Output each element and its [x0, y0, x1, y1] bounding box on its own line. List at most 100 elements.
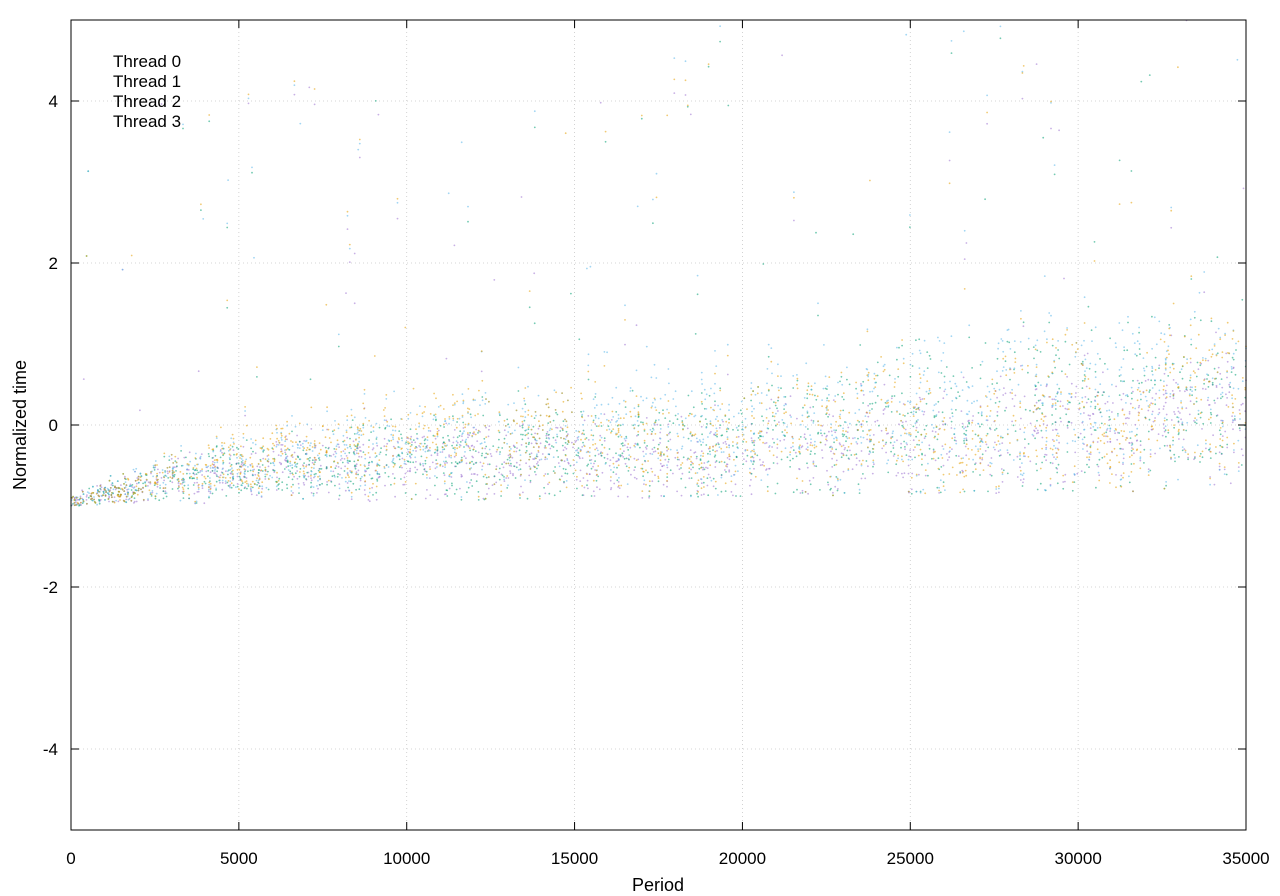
data-point — [465, 462, 468, 465]
data-point — [477, 499, 480, 501]
data-point — [392, 473, 394, 475]
data-point — [1181, 423, 1184, 426]
data-point — [1165, 435, 1167, 438]
data-point — [278, 483, 280, 485]
data-point — [737, 447, 739, 450]
data-point — [1002, 350, 1005, 353]
data-point — [346, 214, 349, 217]
data-point — [973, 400, 975, 403]
data-point — [997, 434, 999, 437]
data-point — [558, 465, 561, 468]
data-point — [819, 489, 821, 491]
data-point — [296, 434, 298, 437]
data-point — [658, 411, 661, 414]
data-point — [400, 437, 403, 439]
data-point — [968, 458, 970, 460]
data-point — [895, 463, 898, 466]
data-point — [334, 467, 337, 470]
data-point — [773, 441, 775, 444]
data-point — [314, 475, 316, 478]
data-point — [276, 431, 278, 434]
data-point — [289, 464, 292, 467]
data-point — [346, 228, 349, 231]
data-point — [1209, 457, 1212, 459]
data-point — [398, 430, 401, 432]
data-point — [107, 498, 110, 500]
data-point — [350, 470, 353, 473]
data-point — [287, 469, 290, 471]
data-point — [169, 480, 172, 482]
data-point — [934, 431, 937, 433]
data-point — [1126, 395, 1129, 398]
data-point — [461, 439, 464, 442]
data-point — [971, 419, 974, 422]
data-point — [509, 454, 512, 457]
data-point — [506, 475, 509, 477]
data-point — [812, 461, 815, 464]
data-point — [425, 445, 428, 448]
data-point — [873, 372, 876, 375]
data-point — [932, 457, 935, 460]
data-point — [835, 448, 837, 451]
data-point — [267, 488, 270, 491]
data-point — [481, 447, 484, 449]
data-point — [372, 494, 374, 496]
data-point — [106, 487, 109, 490]
data-point — [585, 437, 588, 439]
data-point — [848, 383, 851, 386]
data-point — [1174, 460, 1176, 463]
data-point — [1232, 367, 1235, 370]
data-point — [136, 493, 139, 496]
data-point — [672, 472, 674, 475]
data-point — [269, 474, 271, 477]
data-point — [903, 472, 906, 475]
data-point — [1234, 373, 1237, 376]
data-point — [926, 367, 929, 369]
data-point — [528, 465, 531, 468]
data-point — [1195, 397, 1198, 399]
data-point — [637, 405, 640, 408]
data-point — [1181, 446, 1184, 448]
data-point — [1051, 344, 1054, 347]
data-point — [342, 440, 345, 443]
data-point — [349, 443, 351, 446]
data-point — [1002, 469, 1005, 472]
data-point — [700, 371, 703, 374]
data-point — [392, 438, 395, 441]
data-point — [955, 442, 958, 445]
data-point — [247, 97, 250, 100]
data-point — [979, 441, 981, 444]
data-point — [689, 432, 692, 435]
data-point — [182, 127, 184, 130]
data-point — [127, 491, 130, 494]
data-point — [338, 483, 341, 485]
data-point — [819, 441, 822, 444]
data-point — [1117, 413, 1119, 415]
data-point — [565, 430, 568, 433]
data-point — [193, 473, 196, 476]
data-point — [353, 444, 356, 446]
data-point — [1199, 452, 1202, 455]
data-point — [1151, 373, 1154, 376]
data-point — [840, 456, 843, 459]
data-point — [1109, 438, 1112, 440]
data-point — [326, 410, 328, 413]
data-point — [324, 436, 327, 439]
data-point — [299, 444, 302, 446]
data-point — [304, 440, 307, 443]
data-point — [518, 449, 521, 452]
data-point — [597, 465, 600, 467]
data-point — [309, 456, 311, 459]
data-point — [559, 426, 562, 429]
data-point — [1206, 373, 1208, 376]
data-point — [570, 386, 572, 389]
data-point — [1012, 414, 1015, 417]
data-point — [484, 392, 487, 394]
data-point — [781, 419, 784, 421]
data-point — [259, 447, 262, 449]
data-point — [1194, 421, 1196, 424]
data-point — [726, 354, 729, 357]
data-point — [281, 489, 284, 491]
data-point — [693, 452, 696, 454]
data-point — [215, 487, 218, 490]
